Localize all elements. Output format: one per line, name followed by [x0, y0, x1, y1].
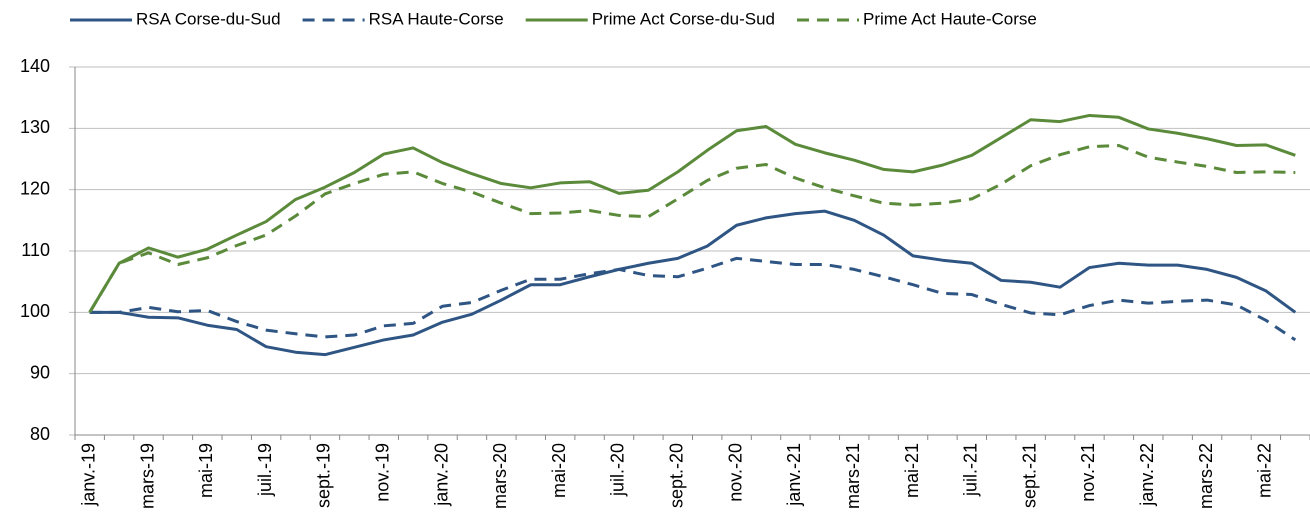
y-tick-label: 90	[30, 362, 50, 382]
x-tick-label: mars-20	[490, 443, 510, 509]
y-tick-label: 80	[30, 424, 50, 444]
series-line	[88, 144, 1296, 314]
series-line	[89, 256, 1297, 342]
x-tick-label: janv.-21	[784, 443, 804, 507]
x-tick-label: nov.-20	[725, 443, 745, 502]
x-tick-label: mai-19	[196, 443, 216, 498]
x-tick-label: nov.-19	[373, 443, 393, 502]
x-tick-label: juil.-20	[608, 443, 628, 497]
x-tick-label: janv.-19	[78, 443, 98, 507]
x-tick-label: janv.-20	[431, 443, 451, 507]
x-tick-label: mai-21	[902, 443, 922, 498]
x-tick-label: nov.-21	[1078, 443, 1098, 502]
x-tick-label: sept.-20	[667, 443, 687, 508]
x-tick-label: sept.-21	[1019, 443, 1039, 508]
x-tick-label: sept.-19	[314, 443, 334, 508]
legend-label: Prime Act Haute-Corse	[863, 9, 1037, 28]
x-tick-label: juil.-19	[255, 443, 275, 497]
x-tick-label: mai-22	[1255, 443, 1275, 498]
y-tick-label: 110	[21, 240, 50, 260]
y-tick-label: 120	[20, 178, 50, 198]
legend-label: RSA Haute-Corse	[369, 9, 504, 28]
y-tick-label: 130	[20, 117, 50, 137]
legend-label: RSA Corse-du-Sud	[136, 9, 281, 28]
y-tick-label: 100	[20, 301, 50, 321]
x-tick-label: mars-21	[843, 443, 863, 509]
x-tick-label: janv.-22	[1137, 443, 1157, 507]
legend-label: Prime Act Corse-du-Sud	[592, 9, 775, 28]
x-tick-label: juil.-21	[961, 443, 981, 497]
y-tick-label: 140	[20, 56, 50, 76]
x-tick-label: mars-19	[137, 443, 157, 509]
series-line	[88, 113, 1296, 314]
x-tick-label: mars-22	[1196, 443, 1216, 509]
series-line	[89, 209, 1297, 357]
x-tick-label: mai-20	[549, 443, 569, 498]
